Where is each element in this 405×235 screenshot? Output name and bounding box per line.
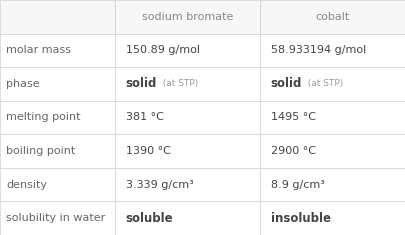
Text: phase: phase — [6, 79, 40, 89]
Text: solid: solid — [126, 77, 157, 90]
Bar — [0, 101, 115, 134]
Text: 8.9 g/cm³: 8.9 g/cm³ — [271, 180, 324, 190]
Text: soluble: soluble — [126, 212, 173, 225]
Text: (at STP): (at STP) — [302, 79, 343, 88]
Text: solubility in water: solubility in water — [6, 213, 105, 223]
Text: 1495 °C: 1495 °C — [271, 113, 315, 122]
Text: solid: solid — [271, 77, 302, 90]
Text: 2900 °C: 2900 °C — [271, 146, 315, 156]
Text: 1390 °C: 1390 °C — [126, 146, 171, 156]
Text: boiling point: boiling point — [6, 146, 75, 156]
Bar — [0, 0, 115, 34]
Text: insoluble: insoluble — [271, 212, 330, 225]
Text: 381 °C: 381 °C — [126, 113, 164, 122]
Bar — [115, 0, 260, 34]
Text: cobalt: cobalt — [315, 12, 350, 22]
Text: density: density — [6, 180, 47, 190]
Text: molar mass: molar mass — [6, 45, 71, 55]
Bar — [115, 101, 260, 134]
Bar — [115, 34, 260, 67]
Bar — [0, 201, 115, 235]
Bar — [260, 0, 405, 34]
Bar — [0, 34, 115, 67]
Text: sodium bromate: sodium bromate — [142, 12, 234, 22]
Bar — [115, 134, 260, 168]
Text: 58.933194 g/mol: 58.933194 g/mol — [271, 45, 366, 55]
Text: (at STP): (at STP) — [157, 79, 198, 88]
Bar — [260, 34, 405, 67]
Bar — [115, 201, 260, 235]
Bar — [260, 168, 405, 201]
Bar — [115, 168, 260, 201]
Bar — [0, 67, 115, 101]
Bar — [260, 201, 405, 235]
Bar — [115, 67, 260, 101]
Text: 150.89 g/mol: 150.89 g/mol — [126, 45, 200, 55]
Bar — [260, 101, 405, 134]
Text: 3.339 g/cm³: 3.339 g/cm³ — [126, 180, 193, 190]
Bar — [0, 168, 115, 201]
Bar — [260, 67, 405, 101]
Bar — [260, 134, 405, 168]
Text: melting point: melting point — [6, 113, 81, 122]
Bar — [0, 134, 115, 168]
